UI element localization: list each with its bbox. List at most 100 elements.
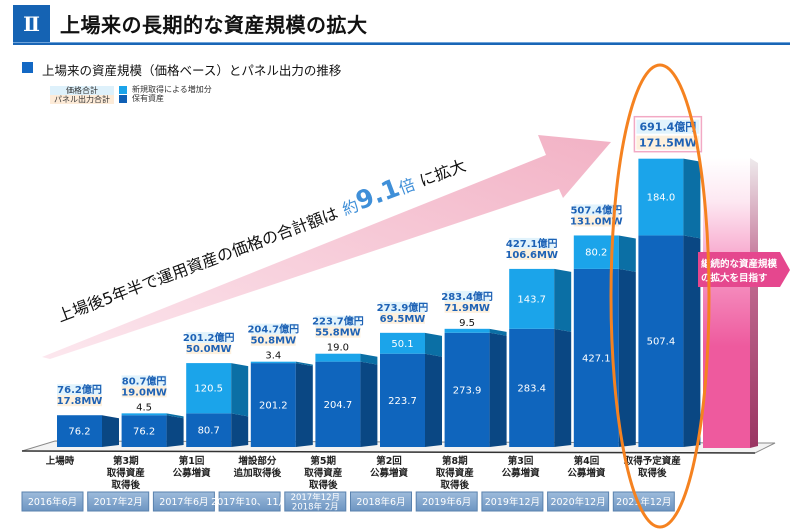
- new-value-label: 9.5: [459, 318, 475, 329]
- category-label: 第1回: [179, 455, 205, 467]
- mw-total-label: 50.0MW: [186, 344, 232, 355]
- held-value-label: 204.7: [324, 400, 353, 411]
- arrow-caption-unit: 倍: [396, 175, 418, 198]
- new-value-label: 50.1: [391, 339, 413, 350]
- date-badge-box: [547, 491, 610, 512]
- held-bar-side: [618, 268, 636, 447]
- price-total-label: 201.2億円: [183, 331, 235, 344]
- date-badge-box: [284, 491, 347, 512]
- held-bar-segment: [315, 361, 361, 447]
- legend-price-total: 価格合計: [50, 86, 114, 95]
- price-total-label: 80.7億円: [122, 374, 167, 387]
- price-total-box: [186, 332, 232, 344]
- held-bar-segment: [186, 413, 232, 447]
- new-bar-segment: [444, 328, 490, 333]
- price-total-label: 273.9億円: [377, 301, 429, 314]
- new-bar-segment: [638, 158, 684, 236]
- legend-panel-output-total: パネル出力合計: [50, 95, 114, 104]
- legend-swatch-new-acquisition: [119, 86, 127, 94]
- new-bar-segment: [250, 361, 296, 364]
- highlighted-total-label: 691.4億円 171.5MW: [633, 115, 703, 153]
- price-total-label: 283.4億円: [441, 290, 493, 303]
- price-total-box: [250, 323, 296, 335]
- held-value-label: 507.4: [647, 337, 676, 348]
- category-label: 第8期: [442, 455, 468, 467]
- held-bar-segment: [509, 328, 555, 447]
- held-value-label: 283.4: [517, 383, 546, 394]
- category-label: 取得資産: [304, 467, 343, 479]
- date-label: 2021年12月: [616, 496, 671, 508]
- new-value-label: 184.0: [647, 193, 676, 204]
- held-bar-side: [489, 332, 507, 447]
- category-label: 公募増資: [173, 467, 212, 479]
- price-total-label: 691.4億円: [640, 120, 697, 134]
- new-value-label: 19.0: [327, 343, 349, 354]
- mw-total-label: 71.9MW: [444, 303, 490, 314]
- category-label: 取得後: [112, 479, 141, 491]
- held-value-label: 76.2: [133, 427, 155, 438]
- new-bar-side: [554, 268, 572, 332]
- price-total-box: [380, 301, 425, 313]
- target-bar-front: [703, 158, 750, 448]
- category-label: 取得後: [441, 479, 470, 491]
- date-label: 2017年2月: [94, 496, 143, 508]
- held-value-label: 427.1: [582, 353, 611, 364]
- mw-total-box: [186, 343, 232, 355]
- category-label: 第3期: [113, 455, 139, 467]
- bar-group: 507.4 184.0 691.4億円 171.5MW: [633, 115, 703, 447]
- category-label: 第3回: [508, 455, 534, 467]
- new-bar-segment: [121, 413, 167, 416]
- new-value-label: 120.5: [194, 384, 223, 395]
- mw-total-label: 131.0MW: [570, 216, 623, 227]
- mw-total-label: 171.5MW: [639, 137, 697, 150]
- new-value-label: 4.5: [136, 402, 152, 413]
- new-bar-segment: [186, 363, 232, 414]
- category-label: 取得後: [309, 479, 338, 491]
- new-bar-side: [489, 328, 507, 336]
- price-total-box: [444, 290, 490, 302]
- new-value-label: 3.4: [265, 351, 281, 362]
- price-total-label: 223.7億円: [312, 315, 364, 328]
- new-bar-segment: [315, 353, 361, 362]
- mw-total-label: 69.5MW: [380, 314, 426, 325]
- mw-total-box: [573, 215, 619, 227]
- new-value-label: 80.2: [585, 248, 607, 259]
- mw-total-box: [315, 326, 361, 338]
- mw-total-box: [380, 312, 425, 324]
- date-label: 2018年 2月: [292, 502, 339, 513]
- category-label: 追加取得後: [234, 467, 282, 479]
- date-badge: 2019年12月: [481, 491, 544, 512]
- legend-swatch-held-assets: [119, 95, 127, 103]
- category-label: 取得後: [638, 467, 667, 479]
- mw-total-label: 17.8MW: [57, 396, 103, 407]
- held-bar-side: [166, 415, 184, 447]
- mw-total-label: 50.8MW: [250, 336, 296, 347]
- new-bar-side: [166, 413, 184, 419]
- date-badge-box: [218, 491, 281, 512]
- legend-label-new-acquisition: 新規取得による増加分: [132, 85, 212, 94]
- date-label: 2019年6月: [422, 496, 471, 508]
- held-value-label: 80.7: [198, 426, 220, 437]
- header-divider: [13, 42, 790, 45]
- mw-total-label: 55.8MW: [315, 328, 361, 339]
- target-callout-shape: [698, 252, 790, 287]
- held-bar-side: [683, 235, 701, 447]
- category-label: 取得資産: [107, 467, 146, 479]
- price-total-label: 76.2億円: [57, 383, 102, 396]
- date-badge-box: [350, 491, 412, 512]
- held-bar-segment: [638, 235, 684, 447]
- category-label: 第4回: [574, 455, 600, 467]
